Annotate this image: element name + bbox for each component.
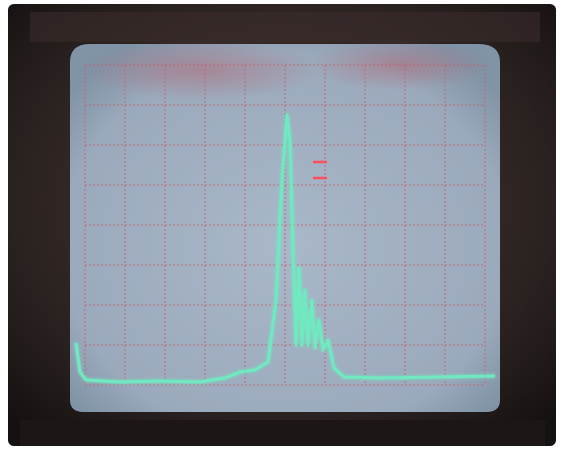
bezel-top-shade — [30, 12, 540, 42]
graticule — [84, 64, 486, 386]
screen — [70, 44, 500, 412]
signal-trace — [74, 113, 496, 384]
bezel-bottom — [20, 420, 545, 446]
reflection — [80, 40, 320, 100]
